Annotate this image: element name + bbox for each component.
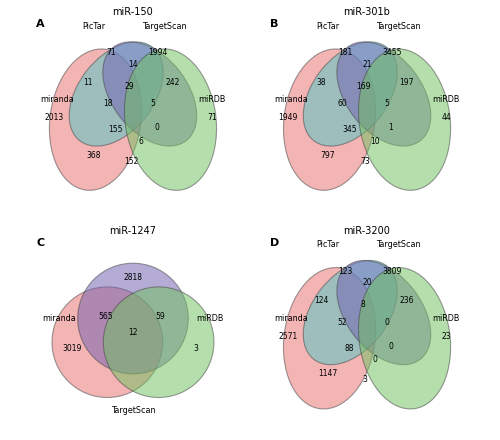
Ellipse shape (78, 263, 188, 374)
Text: 3455: 3455 (382, 48, 402, 57)
Text: 12: 12 (128, 328, 138, 337)
Text: PicTar: PicTar (82, 22, 105, 31)
Text: 236: 236 (400, 296, 414, 305)
Ellipse shape (304, 42, 397, 146)
Text: TargetScan: TargetScan (376, 240, 421, 249)
Text: 0: 0 (154, 123, 159, 132)
Text: miRDB: miRDB (432, 95, 460, 104)
Text: 3809: 3809 (382, 267, 402, 275)
Ellipse shape (337, 42, 431, 146)
Ellipse shape (50, 49, 142, 191)
Text: 0: 0 (388, 341, 393, 351)
Text: 3: 3 (194, 344, 198, 352)
Ellipse shape (124, 49, 216, 191)
Ellipse shape (358, 49, 450, 191)
Text: 368: 368 (86, 150, 101, 160)
Text: 124: 124 (314, 296, 329, 305)
Text: 1994: 1994 (148, 48, 168, 57)
Text: 123: 123 (338, 267, 352, 275)
Text: miranda: miranda (274, 95, 308, 104)
Text: 2818: 2818 (124, 272, 142, 282)
Text: C: C (36, 238, 44, 248)
Text: 38: 38 (317, 77, 326, 87)
Text: 1: 1 (388, 123, 393, 132)
Text: 565: 565 (98, 312, 112, 321)
Ellipse shape (284, 49, 376, 191)
Text: 3: 3 (362, 375, 368, 384)
Text: miranda: miranda (274, 314, 308, 323)
Text: 10: 10 (370, 137, 380, 146)
Text: TargetScan: TargetScan (110, 406, 155, 415)
Ellipse shape (69, 42, 163, 146)
Text: 345: 345 (342, 125, 356, 134)
Text: 181: 181 (338, 48, 352, 57)
Ellipse shape (52, 287, 162, 397)
Title: miR-150: miR-150 (112, 7, 154, 17)
Text: 18: 18 (104, 99, 113, 108)
Text: 71: 71 (106, 48, 116, 57)
Text: 155: 155 (108, 125, 122, 134)
Text: miRDB: miRDB (432, 314, 460, 323)
Ellipse shape (104, 287, 214, 397)
Ellipse shape (304, 260, 397, 365)
Text: 152: 152 (124, 157, 138, 165)
Title: miR-3200: miR-3200 (344, 226, 390, 235)
Text: TargetScan: TargetScan (376, 22, 421, 31)
Text: 44: 44 (441, 113, 451, 122)
Text: 197: 197 (400, 77, 414, 87)
Text: TargetScan: TargetScan (142, 22, 187, 31)
Text: PicTar: PicTar (316, 240, 339, 249)
Text: 60: 60 (338, 99, 347, 108)
Text: 11: 11 (83, 77, 92, 87)
Text: PicTar: PicTar (316, 22, 339, 31)
Text: miranda: miranda (40, 95, 74, 104)
Ellipse shape (103, 42, 196, 146)
Text: 242: 242 (166, 77, 179, 87)
Ellipse shape (337, 260, 431, 365)
Text: 3019: 3019 (62, 344, 82, 352)
Text: 29: 29 (124, 81, 134, 91)
Text: 1949: 1949 (278, 113, 297, 122)
Text: 20: 20 (362, 279, 372, 287)
Text: 52: 52 (338, 318, 347, 327)
Text: B: B (270, 19, 278, 29)
Text: 8: 8 (360, 300, 366, 309)
Text: 14: 14 (128, 60, 138, 69)
Text: D: D (270, 238, 280, 248)
Text: 0: 0 (384, 318, 389, 327)
Text: 5: 5 (384, 99, 389, 108)
Ellipse shape (358, 268, 450, 409)
Text: 6: 6 (138, 137, 143, 146)
Text: 73: 73 (360, 157, 370, 165)
Text: 71: 71 (207, 113, 217, 122)
Text: 1147: 1147 (318, 369, 337, 378)
Ellipse shape (284, 268, 376, 409)
Text: 0: 0 (372, 356, 378, 364)
Text: 2571: 2571 (278, 332, 297, 341)
Text: miRDB: miRDB (196, 314, 224, 323)
Text: 88: 88 (344, 344, 354, 352)
Text: 2013: 2013 (44, 113, 64, 122)
Text: 59: 59 (156, 312, 166, 321)
Text: miRDB: miRDB (198, 95, 226, 104)
Text: 797: 797 (320, 150, 335, 160)
Text: miranda: miranda (42, 314, 76, 323)
Text: A: A (36, 19, 45, 29)
Title: miR-301b: miR-301b (344, 7, 390, 17)
Text: 5: 5 (150, 99, 155, 108)
Text: 23: 23 (441, 332, 451, 341)
Title: miR-1247: miR-1247 (110, 226, 156, 235)
Text: 169: 169 (356, 81, 370, 91)
Text: 21: 21 (362, 60, 372, 69)
